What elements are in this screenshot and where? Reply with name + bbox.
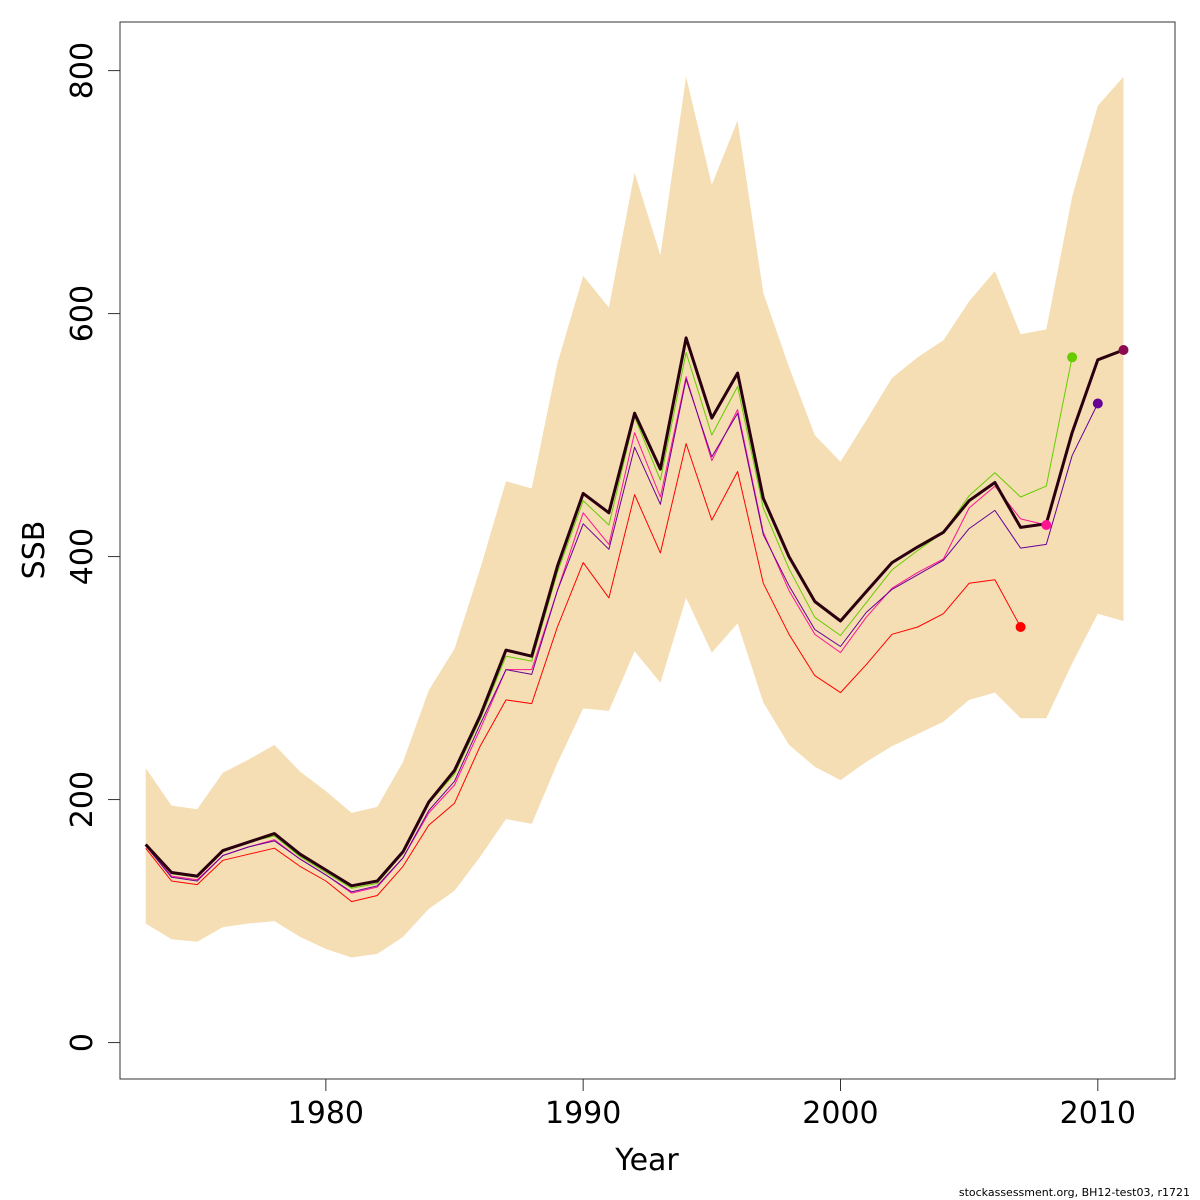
y-tick-label: 0 xyxy=(65,1033,100,1052)
series-line-1 xyxy=(145,443,1022,903)
end-points-layer xyxy=(1015,345,1129,632)
plot-frame xyxy=(119,21,1176,1080)
confidence-band xyxy=(145,76,1124,958)
confidence-band-layer xyxy=(145,76,1124,958)
x-tick-label: 1990 xyxy=(545,1096,621,1131)
y-tick-label: 200 xyxy=(65,771,100,828)
y-tick-label: 800 xyxy=(65,42,100,99)
y-axis: 0 200 400 600 800 xyxy=(65,42,120,1052)
series-layer xyxy=(144,336,1125,903)
series-line-6 xyxy=(144,336,1125,888)
series-end-point-1 xyxy=(1015,622,1026,632)
x-axis-title: Year xyxy=(614,1143,679,1178)
x-tick-label: 2010 xyxy=(1060,1096,1136,1131)
series-end-point-2 xyxy=(1041,520,1052,530)
x-axis: 1980 1990 2000 2010 xyxy=(288,1079,1136,1131)
series-end-point-4 xyxy=(1092,398,1103,409)
y-axis-title: SSB xyxy=(17,521,52,580)
series-line-3 xyxy=(145,352,1073,889)
series-end-point-5 xyxy=(1118,345,1129,355)
footer-text: stockassessment.org, BH12-test03, r1721 xyxy=(959,1186,1190,1199)
y-tick-label: 400 xyxy=(65,528,100,585)
series-line-4 xyxy=(145,378,1099,893)
x-tick-label: 1980 xyxy=(288,1096,364,1131)
series-end-point-3 xyxy=(1067,352,1078,363)
y-tick-label: 600 xyxy=(65,285,100,342)
x-tick-label: 2000 xyxy=(802,1096,878,1131)
